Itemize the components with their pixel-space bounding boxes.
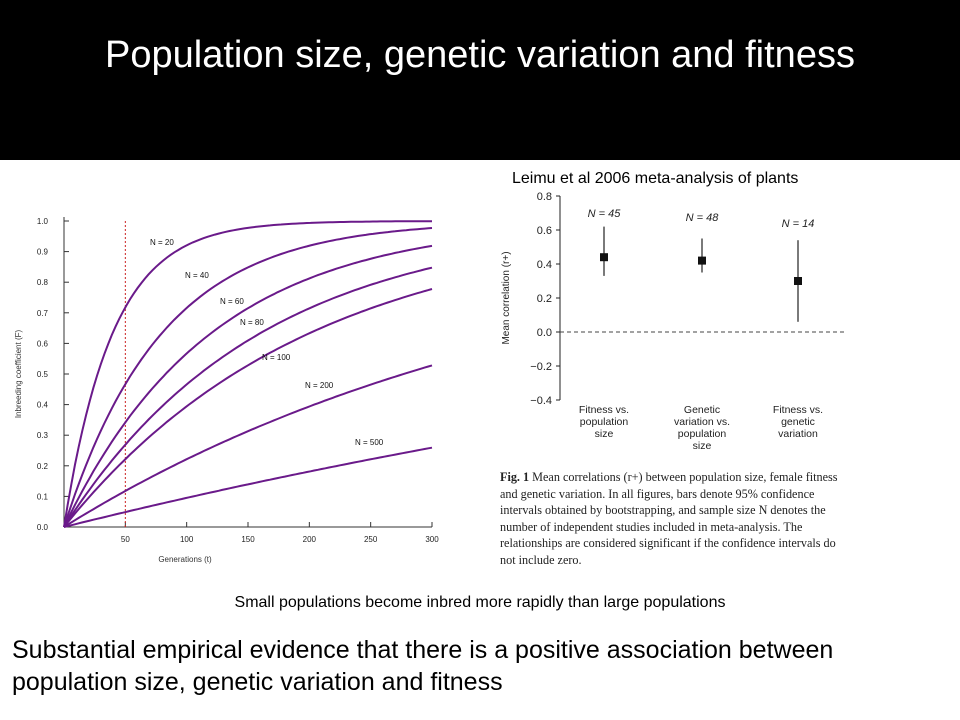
mean-point xyxy=(698,256,706,265)
y-axis-title: Inbreeding coefficient (F) xyxy=(14,329,23,418)
correlation-chart: 0.8 0.6 0.4 0.2 0.0 −0.2 −0.4 Mean correlation … xyxy=(501,191,845,452)
series-line-N80 xyxy=(63,266,433,528)
y-tick-label: 0.6 xyxy=(537,225,552,237)
x-tick-label: 150 xyxy=(241,535,255,544)
y-tick-label: 0.5 xyxy=(37,370,49,379)
y-tick-label: 0.9 xyxy=(37,248,49,257)
y-tick-label: 0.8 xyxy=(537,191,552,203)
content-panel xyxy=(0,160,960,720)
y-tick-label: 0.4 xyxy=(537,259,552,271)
y-tick-label: 0.6 xyxy=(37,339,49,348)
sample-size-label: N = 45 xyxy=(588,208,622,220)
y-tick-label: 0.4 xyxy=(37,401,49,410)
category-label: variation xyxy=(778,428,818,440)
series-line-N500 xyxy=(63,446,433,528)
figure-caption-text: Mean correlations (r+) between populatio… xyxy=(500,470,838,567)
category-label: Genetic xyxy=(684,404,720,416)
y-tick-label: 1.0 xyxy=(37,217,49,226)
y-tick-label: 0.0 xyxy=(537,327,552,339)
x-tick-label: 50 xyxy=(121,535,130,544)
series-label-N20: N = 20 xyxy=(150,238,174,247)
series-label-N60: N = 60 xyxy=(220,297,244,306)
y-tick-label: 0.1 xyxy=(37,492,49,501)
y-tick-label: 0.0 xyxy=(37,523,49,532)
series-label-N100: N = 100 xyxy=(262,353,291,362)
series-line-N100 xyxy=(63,288,433,528)
citation: Leimu et al 2006 meta-analysis of plants xyxy=(512,170,799,187)
title-band: Population size, genetic variation and f… xyxy=(0,0,960,160)
y-tick-label: 0.7 xyxy=(37,309,49,318)
category-label: variation vs. xyxy=(674,416,730,428)
series-label-N200: N = 200 xyxy=(305,381,334,390)
x-tick-label: 200 xyxy=(303,535,317,544)
mean-point xyxy=(600,253,608,262)
y-axis-title: Mean correlation (r+) xyxy=(501,251,512,344)
mean-point xyxy=(794,277,802,285)
sample-size-label: N = 48 xyxy=(686,212,720,224)
category-label: population xyxy=(580,416,629,428)
inbreeding-chart: 0.0 0.1 0.2 0.3 0.4 0.5 0.6 0.7 0.8 0.9 1.0 50 100 15… xyxy=(14,217,439,564)
y-tick-label: 0.8 xyxy=(37,278,49,287)
category-label: Fitness vs. xyxy=(773,404,823,416)
category-label: population xyxy=(678,428,727,440)
category-label: genetic xyxy=(781,416,815,428)
y-tick-label: 0.2 xyxy=(37,462,49,471)
series-line-N40 xyxy=(63,227,433,528)
series-line-N60 xyxy=(63,244,433,528)
series-label-N40: N = 40 xyxy=(185,271,209,280)
category-label: Fitness vs. xyxy=(579,404,629,416)
series-line-N20 xyxy=(63,220,432,528)
x-axis-title: Generations (t) xyxy=(158,555,212,564)
series-label-N80: N = 80 xyxy=(240,318,264,327)
x-tick-label: 250 xyxy=(364,535,378,544)
series-label-N500: N = 500 xyxy=(355,438,384,447)
figure-caption: Fig. 1 Mean correlations (r+) between po… xyxy=(500,469,840,569)
series-line-N200 xyxy=(63,364,433,528)
caption-main: Substantial empirical evidence that ther… xyxy=(12,636,834,696)
y-tick-label: 0.2 xyxy=(537,293,552,305)
category-label: size xyxy=(693,440,712,452)
x-tick-label: 300 xyxy=(425,535,439,544)
slide-title: Population size, genetic variation and f… xyxy=(105,34,855,76)
caption-small: Small populations become inbred more rap… xyxy=(234,594,726,611)
x-tick-label: 100 xyxy=(180,535,194,544)
y-tick-label: 0.3 xyxy=(37,431,49,440)
y-tick-label: −0.4 xyxy=(530,395,552,407)
y-tick-label: −0.2 xyxy=(530,361,552,373)
category-label: size xyxy=(595,428,614,440)
figure-caption-label: Fig. 1 xyxy=(500,470,530,484)
sample-size-label: N = 14 xyxy=(782,218,815,230)
